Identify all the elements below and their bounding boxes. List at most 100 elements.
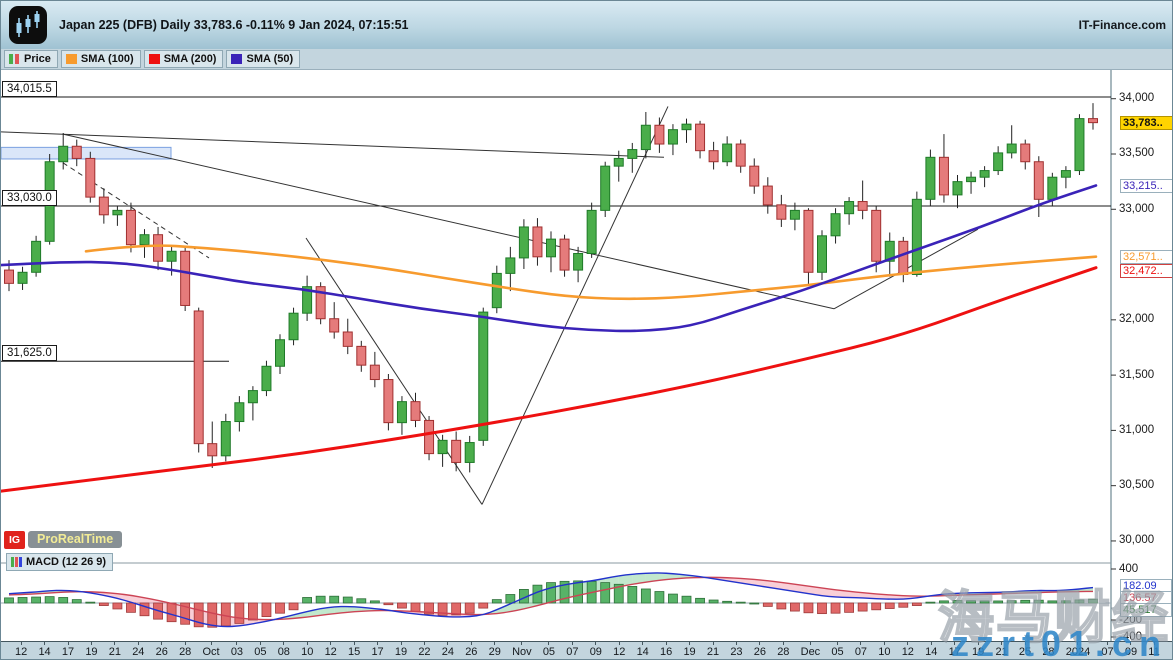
watermark-url: zzrt01.cn [950, 623, 1168, 660]
macd-histogram-bar [1006, 600, 1017, 604]
macd-histogram-bar [424, 602, 434, 615]
time-axis-label: 19 [972, 646, 985, 658]
macd-histogram-bar [722, 600, 733, 604]
candle-body [17, 271, 28, 284]
candle-body [844, 201, 855, 215]
candle-body [329, 318, 340, 333]
time-axis-cell: 05 [831, 642, 844, 659]
candle-body [803, 209, 814, 273]
time-axis-label: 25 [1018, 646, 1032, 658]
macd-histogram-bar [505, 594, 516, 604]
time-axis-label: 07 [854, 646, 868, 658]
macd-histogram-bar [1061, 600, 1071, 604]
trendline [62, 133, 835, 310]
time-axis-cell: 15 [348, 642, 360, 659]
time-axis-cell: 16 [660, 642, 672, 659]
candle-body [789, 209, 800, 220]
candle-body [98, 196, 109, 216]
candle-body [288, 312, 299, 341]
macd-histogram-bar [600, 582, 611, 604]
macd-histogram-bar [708, 599, 719, 604]
candle-body [315, 286, 326, 320]
indicator-chip-macd[interactable]: MACD (12 26 9) [6, 553, 114, 571]
legend-chip-sma-200[interactable]: SMA (200) [143, 50, 224, 68]
candle-body [424, 419, 435, 455]
time-axis-cell: 28 [179, 642, 191, 659]
macd-histogram-bar [220, 602, 231, 627]
time-tick [571, 642, 573, 645]
candle-body [749, 165, 760, 187]
time-axis-cell: 26 [156, 642, 168, 659]
candle-body [640, 124, 651, 151]
time-axis-label: 2024 [1065, 646, 1091, 658]
time-axis-label: 14 [925, 646, 938, 658]
time-tick [423, 642, 425, 645]
time-tick [642, 642, 644, 645]
time-axis-cell: 12 [15, 642, 27, 659]
time-axis-label: 14 [636, 646, 649, 658]
macd-histogram-bar [464, 602, 475, 614]
macd-histogram-bar [112, 602, 123, 610]
time-axis-label: 12 [613, 646, 626, 658]
time-axis-cell: 09 [1125, 642, 1137, 659]
macd-histogram-bar [478, 602, 489, 609]
macd-histogram-bar [735, 601, 746, 604]
macd-histogram-bar [58, 597, 69, 604]
sma50-line [1, 184, 1098, 333]
macd-histogram-bar [884, 602, 895, 609]
indicator-label: MACD (12 26 9) [26, 556, 107, 568]
macd-histogram-bar [803, 602, 814, 614]
legend-chip-sma-50[interactable]: SMA (50) [226, 50, 301, 68]
macd-histogram-bar [369, 600, 380, 604]
price-swatch-icon [9, 54, 20, 64]
time-tick [283, 642, 285, 645]
time-axis-cell: 08 [278, 642, 290, 659]
macd-histogram-bar [180, 602, 191, 625]
time-axis-label: Oct [202, 646, 220, 658]
time-axis-cell: 07 [1101, 642, 1114, 659]
candle-body [112, 209, 123, 216]
time-tick [210, 642, 212, 645]
platform-name: ProRealTime [28, 531, 123, 548]
time-tick [954, 642, 956, 645]
time-axis-cell: 21 [109, 642, 121, 659]
candle-body [302, 286, 313, 314]
candle-body [85, 157, 96, 198]
time-tick [1047, 642, 1049, 645]
candle-body [31, 240, 42, 273]
macd-histogram-bar [342, 596, 353, 604]
macd-histogram-bar [993, 600, 1004, 604]
source-label: IT-Finance.com [1078, 18, 1166, 32]
macd-histogram-bar [546, 582, 556, 604]
sma-swatch-icon [231, 54, 243, 64]
legend-chip-price[interactable]: Price [4, 50, 58, 68]
time-axis-cell: 11 [1148, 642, 1160, 659]
macd-fill [808, 586, 822, 596]
time-axis-cell: 14 [925, 642, 938, 659]
macd-fill [117, 593, 131, 603]
time-tick [837, 642, 838, 645]
time-tick [1077, 642, 1079, 645]
sma-swatch-icon [65, 54, 77, 64]
time-axis-label: 17 [371, 646, 384, 658]
macd-histogram-bar [979, 600, 990, 604]
legend-label: Price [24, 53, 51, 65]
candle-body [722, 143, 733, 163]
candle-body [613, 157, 624, 167]
macd-fill [645, 572, 660, 583]
macd-histogram-bar [44, 596, 55, 604]
macd-histogram-bar [410, 602, 421, 612]
time-axis-cell: Oct [202, 642, 220, 659]
legend-chip-sma-100[interactable]: SMA (100) [60, 50, 141, 68]
candle-body [437, 439, 448, 455]
macd-fill [496, 603, 511, 614]
candle-body [410, 401, 421, 421]
legend-label: SMA (100) [80, 53, 134, 65]
candle-body [817, 235, 827, 273]
time-axis-cell: 12 [325, 642, 337, 659]
time-axis-label: 11 [1148, 646, 1160, 658]
candle-body [166, 250, 177, 262]
macd-histogram-bar [302, 597, 313, 604]
time-tick [930, 642, 932, 645]
